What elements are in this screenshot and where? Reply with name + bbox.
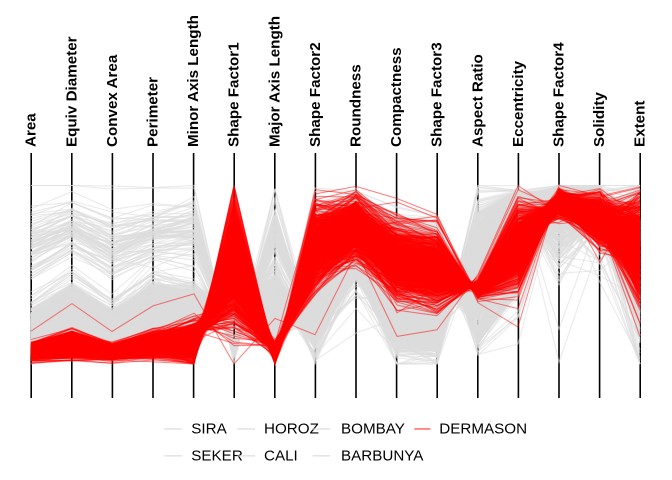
svg-text:SEKER: SEKER [191, 447, 243, 464]
svg-text:CALI: CALI [264, 447, 298, 464]
svg-text:Shape Factor4: Shape Factor4 [551, 42, 568, 147]
svg-text:Perimeter: Perimeter [145, 77, 162, 147]
svg-text:Minor Axis Length: Minor Axis Length [185, 15, 202, 147]
svg-text:Convex Area: Convex Area [104, 54, 121, 147]
svg-text:DERMASON: DERMASON [439, 420, 527, 437]
svg-text:Shape Factor3: Shape Factor3 [429, 42, 446, 147]
svg-text:Area: Area [23, 113, 40, 147]
svg-text:Equiv Diameter: Equiv Diameter [63, 36, 80, 147]
svg-text:BOMBAY: BOMBAY [341, 420, 405, 437]
svg-text:Aspect Ratio: Aspect Ratio [469, 54, 486, 147]
svg-text:Solidity: Solidity [591, 92, 608, 147]
svg-text:Shape Factor2: Shape Factor2 [307, 42, 324, 147]
svg-text:BARBUNYA: BARBUNYA [341, 447, 424, 464]
svg-text:Major Axis Length: Major Axis Length [266, 16, 283, 147]
svg-text:HOROZ: HOROZ [264, 420, 319, 437]
svg-text:Shape Factor1: Shape Factor1 [226, 42, 243, 147]
svg-text:Roundness: Roundness [348, 64, 365, 147]
svg-text:Eccentricity: Eccentricity [510, 60, 527, 147]
svg-text:Extent: Extent [632, 101, 649, 147]
svg-text:Compactness: Compactness [388, 47, 405, 147]
svg-text:SIRA: SIRA [191, 420, 227, 437]
